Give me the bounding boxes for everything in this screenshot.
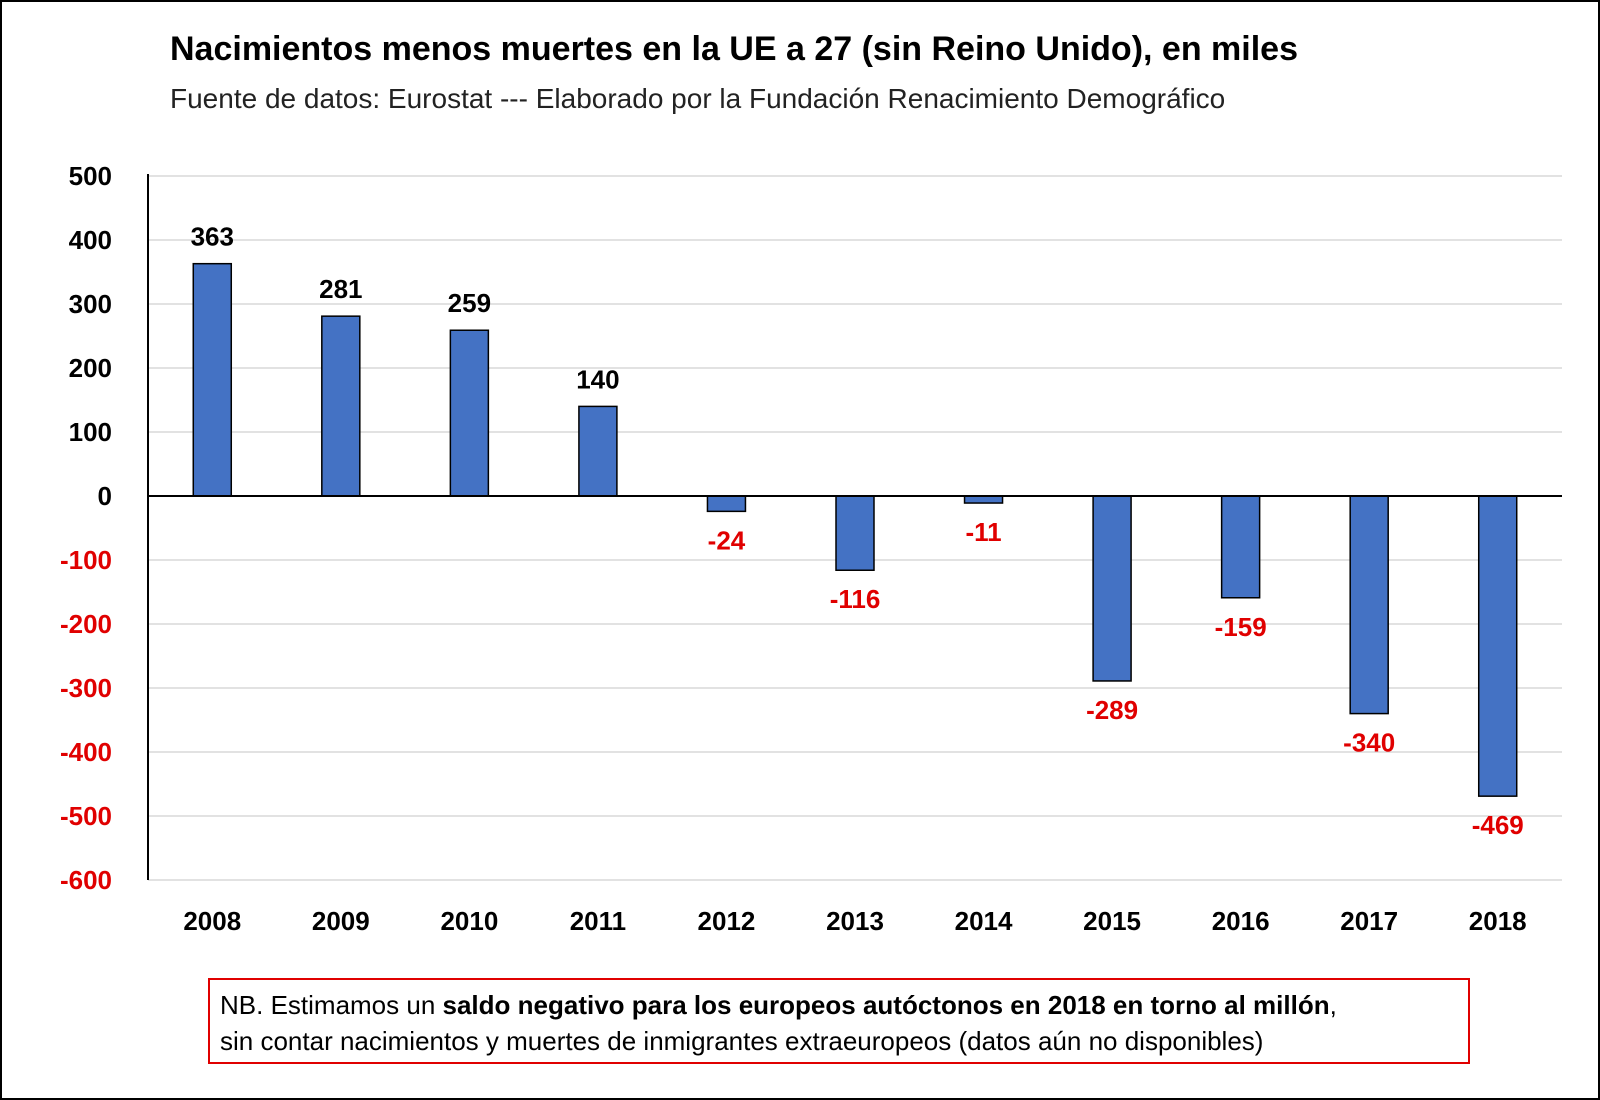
note-line-2: sin contar nacimientos y muertes de inmi…	[220, 1026, 1264, 1056]
data-label-2012: -24	[708, 525, 746, 555]
bar-2009	[321, 315, 361, 497]
axes: 500 400 300 200 100 0 -100 -200 -300 -400 -500 -600…	[60, 161, 1562, 936]
x-tick-label: 2010	[440, 906, 498, 936]
bar-2018	[1477, 495, 1518, 797]
y-tick-label: 400	[69, 225, 112, 255]
y-tick-label: 100	[69, 417, 112, 447]
y-tick-label: -500	[60, 801, 112, 831]
y-tick-label: -300	[60, 673, 112, 703]
x-tick-label: 2009	[312, 906, 370, 936]
y-tick-label: 0	[98, 481, 112, 511]
x-tick-label: 2013	[826, 906, 884, 936]
y-tick-label: -400	[60, 737, 112, 767]
chart-title: Nacimientos menos muertes en la UE a 27 …	[170, 30, 1298, 68]
data-label-2017: -340	[1343, 728, 1395, 758]
data-label-2014: -11	[965, 517, 1001, 547]
y-tick-label: -200	[60, 609, 112, 639]
data-label-2015: -289	[1086, 695, 1138, 725]
data-label-2009: 281	[319, 274, 362, 304]
x-tick-label: 2015	[1083, 906, 1141, 936]
note-box: NB. Estimamos un saldo negativo para los…	[208, 978, 1470, 1064]
x-tick-label: 2008	[183, 906, 241, 936]
bar-chart: 500 400 300 200 100 0 -100 -200 -300 -400 -500 -600…	[60, 161, 1562, 936]
y-tick-label: 200	[69, 353, 112, 383]
bar-2016	[1220, 495, 1261, 599]
data-label-2008: 363	[191, 222, 234, 252]
note-line-1: NB. Estimamos un saldo negativo para los…	[220, 987, 1458, 1023]
chart-subtitle: Fuente de datos: Eurostat --- Elaborado …	[170, 83, 1226, 114]
data-label-2010: 259	[448, 288, 491, 318]
bars	[192, 262, 1518, 797]
data-label-2013: -116	[830, 584, 881, 614]
gridlines	[148, 175, 1562, 881]
bar-2010	[449, 329, 490, 497]
bar-2015	[1092, 495, 1132, 682]
y-tick-label: -600	[60, 865, 112, 895]
y-tick-label: 300	[69, 289, 112, 319]
data-label-2011: 140	[576, 364, 619, 394]
y-tick-label: -100	[60, 545, 112, 575]
note-text-bold-2: en torno al millón	[1105, 990, 1330, 1020]
x-tick-label: 2018	[1469, 906, 1527, 936]
x-tick-label: 2014	[955, 906, 1013, 936]
x-tick-label: 2016	[1212, 906, 1270, 936]
note-text-1: NB. Estimamos un	[220, 990, 443, 1020]
data-label-2016: -159	[1215, 612, 1267, 642]
note-text-bold-1: saldo negativo para los europeos autócto…	[442, 990, 1106, 1020]
bar-2008	[192, 262, 233, 497]
data-label-2018: -469	[1472, 810, 1524, 840]
note-text-comma: ,	[1329, 990, 1337, 1020]
bar-2013	[835, 495, 875, 571]
x-tick-label: 2011	[570, 906, 626, 936]
x-tick-label: 2012	[698, 906, 756, 936]
y-tick-label: 500	[69, 161, 112, 191]
data-labels: 363 281 259 140 -24 -116 -11 -289 -159 -340 -469	[191, 222, 1524, 840]
bar-2014	[963, 495, 1004, 504]
bar-2012	[706, 495, 747, 513]
bar-2017	[1349, 495, 1389, 715]
x-tick-label: 2017	[1340, 906, 1398, 936]
bar-2011	[578, 405, 618, 497]
